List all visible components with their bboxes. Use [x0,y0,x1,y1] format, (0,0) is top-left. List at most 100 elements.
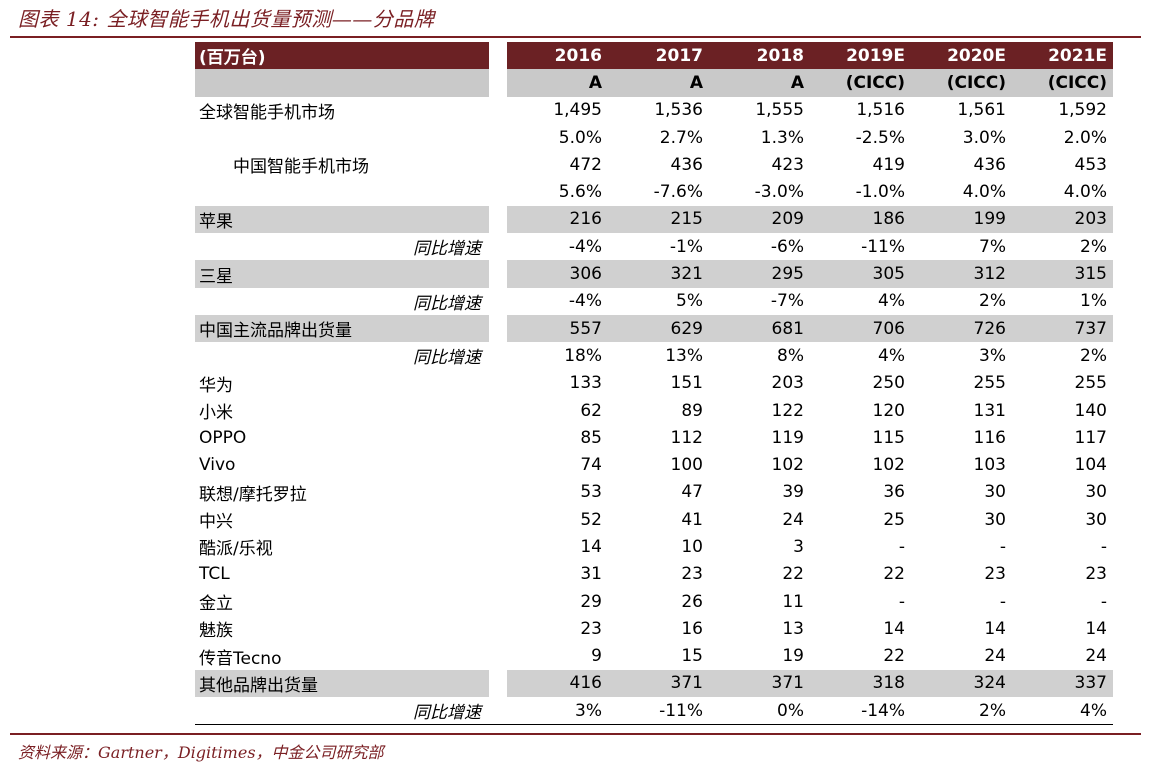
row-label: OPPO [199,427,247,448]
table-cell: 10 [681,536,703,557]
table-cell: 11 [782,591,804,612]
table-cell: 1,555 [755,100,804,121]
table-cell: 24 [782,509,804,530]
source-header: A [507,69,608,97]
source-note: 资料来源：Gartner，Digitimes，中金公司研究部 [18,743,384,762]
table-cell: 8% [777,345,804,366]
table-cell: 14 [580,536,602,557]
table-cell: 726 [911,314,1012,343]
table-cell: 24 [984,646,1006,667]
table-cell: 706 [810,314,911,343]
row-label: 同比增速 [413,348,481,369]
row-label: 中国智能手机市场 [233,157,369,178]
column-gap [489,533,507,561]
row-label: 传音Tecno [199,648,282,669]
table-cell: 41 [681,509,703,530]
yoy-row: 同比增速 -4% -1% -6% -11% 7% 2% [195,233,1113,261]
table-cell: 371 [608,669,709,698]
table-cell: 4% [1012,697,1113,726]
row-label: Vivo [199,455,236,476]
table-cell: -4% [568,291,602,312]
data-row: OPPO 85 112 119 115 116 117 [195,424,1113,452]
table-cell: 13% [665,345,703,366]
column-gap [489,615,507,643]
table-cell: 14 [1085,618,1107,639]
table-cell: 186 [810,205,911,234]
table-cell: 23 [580,618,602,639]
data-row: 5.0% 2.7% 1.3% -2.5% 3.0% 2.0% [195,123,1113,152]
table-cell: 1.3% [760,127,804,148]
table-cell: 3 [793,536,804,557]
table-cell: 3.0% [962,127,1006,148]
table-cell: 737 [1012,314,1113,343]
table-cell: 22 [883,564,905,585]
table-cell: 30 [1085,509,1107,530]
table-cell: 324 [911,669,1012,698]
table-cell: 2% [979,291,1006,312]
table-cell: 74 [580,455,602,476]
column-gap [489,260,507,288]
column-gap [489,396,507,425]
row-label: 金立 [199,594,233,615]
table-cell: 53 [580,482,602,503]
row-label: 同比增速 [413,293,481,314]
table-cell: 104 [1074,455,1107,476]
header-row-years: (百万台) 2016 2017 2018 2019E 2020E 2021E [195,42,1113,70]
data-row: 魅族 23 16 13 14 14 14 [195,615,1113,643]
table-cell: 1% [1080,291,1107,312]
table-cell: -3.0% [754,182,804,203]
row-label: TCL [199,564,230,585]
table-cell: 15 [681,646,703,667]
row-label: 酷派/乐视 [199,539,273,560]
column-gap [489,642,507,670]
year-header: 2020E [911,42,1012,70]
table-cell: 29 [580,591,602,612]
exhibit-title: 图表 14: 全球智能手机出货量预测——分品牌 [18,7,435,31]
data-row: 传音Tecno 9 15 19 22 24 24 [195,642,1113,670]
table-cell: 22 [883,646,905,667]
table-cell: 13 [782,618,804,639]
table-cell: 1,516 [856,100,905,121]
shipment-forecast-table: (百万台) 2016 2017 2018 2019E 2020E 2021E A A A (CICC… [195,42,1113,726]
header-row-source: A A A (CICC) (CICC) (CICC) [195,69,1113,97]
table-cell: -7.6% [653,182,703,203]
table-cell: 22 [782,564,804,585]
data-row: 华为 133 151 203 250 255 255 [195,369,1113,397]
table-cell: 100 [670,455,703,476]
header-blank [195,69,489,97]
table-cell: 116 [973,427,1006,448]
column-gap [489,424,507,452]
column-gap [489,96,507,124]
table-cell: -1% [669,236,703,257]
table-cell: 4.0% [1063,182,1107,203]
table-cell: 47 [681,482,703,503]
row-label: 同比增速 [195,697,489,726]
table-cell: - [999,591,1006,612]
year-header: 2016 [507,42,608,70]
table-cell: 140 [1074,400,1107,421]
row-label: 中国主流品牌出货量 [195,314,489,343]
column-gap [489,42,507,70]
column-gap [489,178,507,206]
table-cell: 23 [681,564,703,585]
table-cell: 255 [1074,373,1107,394]
data-row: 三星 306 321 295 305 312 315 [195,260,1113,288]
table-cell: 14 [883,618,905,639]
table-cell: 2% [1080,236,1107,257]
table-cell: -4% [568,236,602,257]
column-gap [489,669,507,698]
data-row: 其他品牌出货量 416 371 371 318 324 337 [195,669,1113,698]
source-header: (CICC) [911,69,1012,97]
row-label: 魅族 [199,621,233,642]
table-cell: 103 [973,455,1006,476]
table-cell: 36 [883,482,905,503]
table-cell: 436 [973,154,1006,175]
table-cell: 255 [973,373,1006,394]
column-gap [489,123,507,152]
column-gap [489,478,507,507]
data-row: 金立 29 26 11 - - - [195,587,1113,616]
table-cell: 419 [872,154,905,175]
column-gap [489,287,507,315]
source-header: (CICC) [810,69,911,97]
table-cell: 52 [580,509,602,530]
